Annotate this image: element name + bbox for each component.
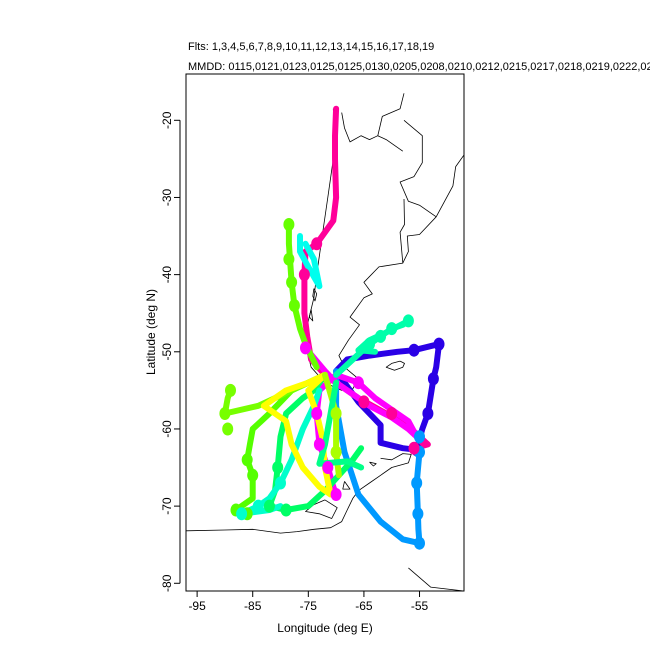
flight-track-9: [297, 233, 323, 290]
x-axis-title: Longitude (deg E): [277, 621, 372, 635]
track-marker-10-2: [286, 275, 298, 289]
coastline-10: [186, 453, 412, 534]
track-marker-7-1: [386, 322, 398, 336]
coastline-4: [399, 198, 405, 264]
track-marker-7-3: [364, 337, 375, 351]
track-marker-10-0: [283, 218, 295, 231]
flight-track-layer: [219, 105, 445, 550]
track-marker-2-0: [311, 237, 323, 251]
track-marker-8-1: [252, 499, 264, 513]
coastline-5: [385, 360, 405, 371]
y-tick-label-3: -50: [160, 343, 174, 361]
coastline-3: [377, 93, 405, 136]
track-marker-0-2: [422, 407, 434, 420]
track-marker-0-4: [427, 372, 439, 386]
y-tick-label-2: -40: [160, 266, 174, 284]
track-marker-6-2: [222, 422, 234, 436]
track-marker-1-0: [414, 536, 425, 550]
coastline-2: [341, 112, 404, 152]
track-marker-2-3: [386, 407, 398, 420]
track-marker-0-0: [433, 337, 445, 351]
coastline-14: [408, 567, 464, 591]
track-marker-2-1: [298, 268, 310, 282]
track-marker-3-4: [300, 341, 311, 355]
track-marker-10-3: [288, 299, 300, 312]
track-marker-8-2: [275, 476, 286, 490]
flights-header: Flts: 1,3,4,5,6,7,8,9,10,11,12,13,14,15,…: [188, 41, 435, 53]
track-marker-3-5: [352, 376, 364, 390]
track-marker-2-2: [408, 441, 420, 455]
flight-track-13: [316, 379, 365, 471]
track-marker-3-0: [330, 488, 342, 501]
coastline-7: [308, 309, 314, 322]
track-marker-4-2: [280, 503, 292, 517]
track-marker-12-1: [330, 407, 342, 420]
dates-header: MMDD: 0115,0121,0123,0125,0125,0130,0205…: [188, 61, 650, 73]
y-axis-title: Latitude (deg N): [144, 289, 158, 375]
track-marker-0-1: [408, 343, 420, 357]
coastline-12: [342, 481, 351, 490]
track-marker-7-0: [402, 314, 414, 328]
track-marker-3-1: [322, 461, 334, 474]
track-marker-3-3: [311, 407, 323, 420]
track-marker-4-1: [272, 461, 284, 474]
x-tick-label-3: -65: [355, 599, 373, 613]
y-tick-label-4: -60: [160, 420, 174, 438]
axes: -95 -85 -75 -65 -55 -20 -30 -40 -50 -60 -70 -80: [160, 111, 429, 613]
track-marker-4-0: [263, 499, 275, 513]
y-tick-label-0: -20: [160, 111, 174, 129]
track-marker-2-4: [358, 395, 370, 409]
track-marker-3-2: [313, 437, 325, 451]
x-tick-label-1: -85: [244, 599, 262, 613]
flight-track-2: [301, 105, 431, 452]
track-marker-6-0: [225, 383, 236, 397]
track-marker-5-0: [241, 453, 253, 467]
x-tick-label-0: -95: [188, 599, 206, 613]
track-marker-7-2: [375, 329, 387, 343]
x-tick-label-2: -75: [300, 599, 318, 613]
coastline-6: [312, 288, 318, 302]
track-marker-12-0: [330, 445, 342, 459]
track-marker-8-0: [236, 507, 248, 521]
flight-track-8: [238, 387, 323, 517]
flight-track-3: [302, 344, 420, 498]
x-tick-label-4: -55: [411, 599, 429, 613]
y-tick-label-6: -80: [160, 574, 174, 592]
track-marker-10-1: [283, 252, 295, 266]
y-tick-label-1: -30: [160, 189, 174, 207]
coastline-1: [399, 119, 437, 218]
track-marker-1-1: [412, 507, 424, 521]
track-marker-1-2: [411, 476, 423, 490]
flight-track-0: [333, 341, 442, 453]
coastline-11: [369, 461, 377, 467]
track-marker-1-4: [414, 430, 425, 444]
track-marker-6-1: [219, 407, 231, 420]
track-marker-5-1: [247, 468, 259, 482]
y-tick-label-5: -70: [160, 497, 174, 515]
